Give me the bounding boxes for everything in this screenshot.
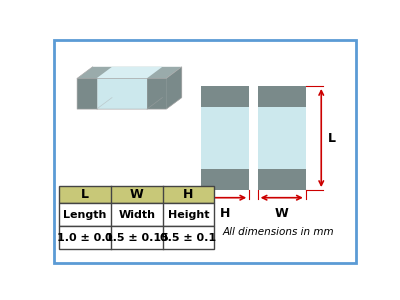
Text: W: W: [130, 188, 144, 201]
Text: 1.0 ± 0.1: 1.0 ± 0.1: [57, 233, 113, 243]
Polygon shape: [77, 67, 182, 78]
Bar: [201, 86, 249, 107]
Text: W: W: [275, 207, 289, 220]
Bar: [59, 203, 214, 226]
Bar: [59, 226, 214, 249]
Text: 0.5 ± 0.1: 0.5 ± 0.1: [160, 233, 216, 243]
Bar: [201, 169, 249, 190]
Polygon shape: [96, 67, 162, 78]
Polygon shape: [147, 78, 166, 109]
Polygon shape: [77, 78, 96, 109]
Polygon shape: [96, 78, 147, 109]
Text: H: H: [183, 188, 194, 201]
Bar: [201, 86, 249, 190]
Text: H: H: [220, 207, 230, 220]
Text: Height: Height: [168, 210, 209, 220]
Text: Width: Width: [118, 210, 155, 220]
Text: All dimensions in mm: All dimensions in mm: [223, 227, 334, 237]
Text: 0.5 ± 0.15: 0.5 ± 0.15: [105, 233, 169, 243]
Text: L: L: [81, 188, 89, 201]
Text: Length: Length: [64, 210, 107, 220]
Text: L: L: [328, 131, 336, 145]
Bar: [258, 86, 306, 107]
Bar: [258, 169, 306, 190]
Bar: [59, 186, 214, 203]
Bar: [258, 86, 306, 190]
Polygon shape: [166, 67, 182, 109]
Polygon shape: [166, 67, 182, 109]
